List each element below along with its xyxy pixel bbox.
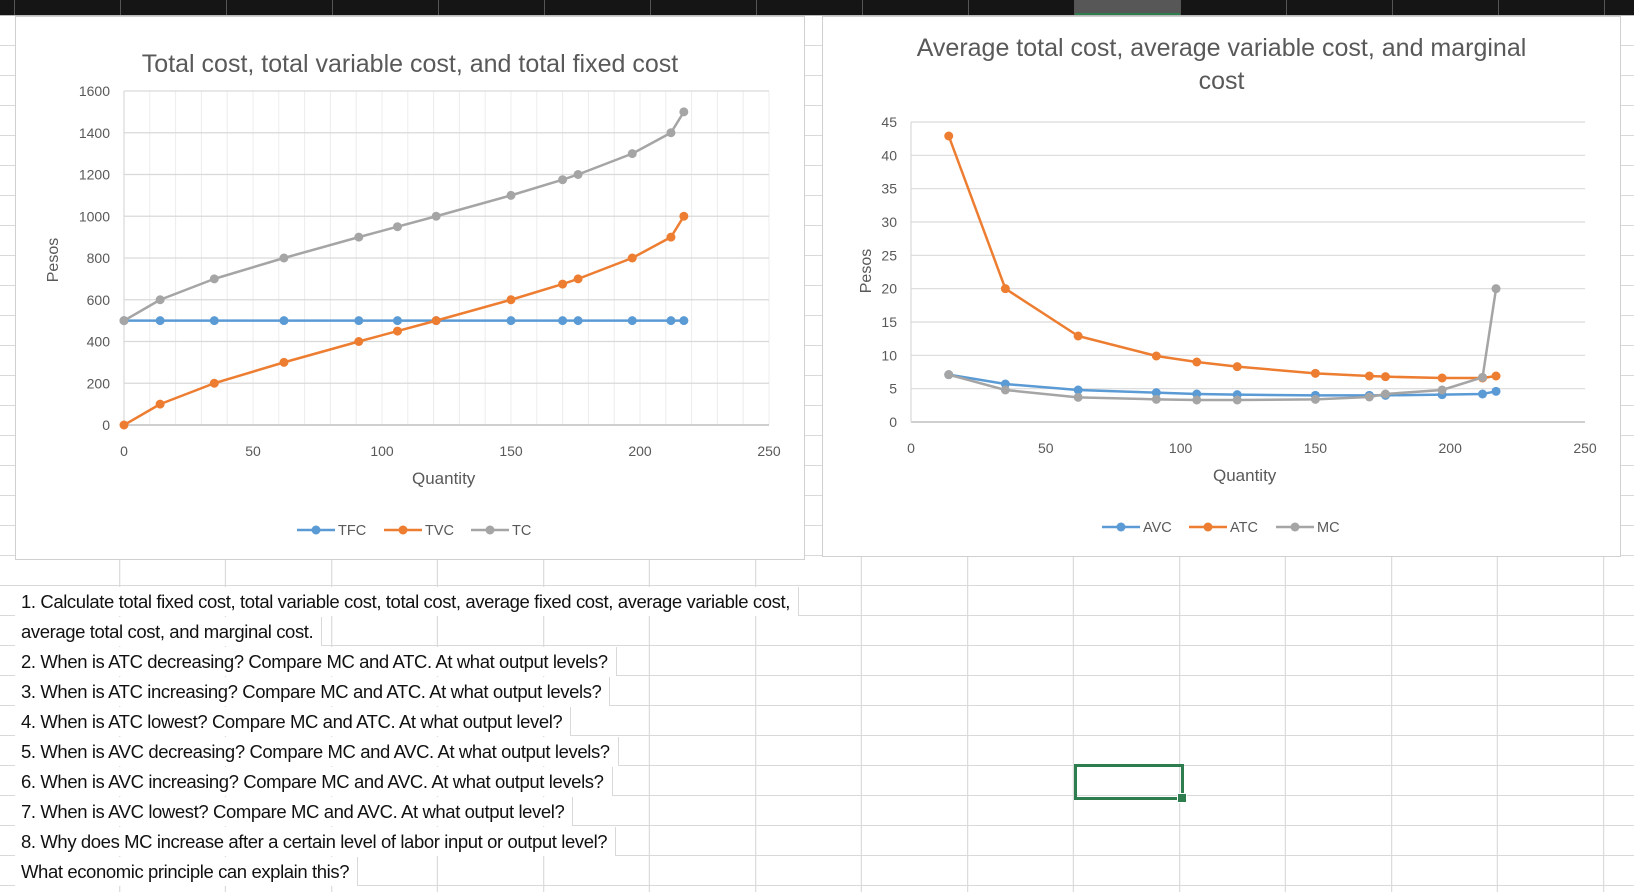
chart-total-cost[interactable]: Total cost, total variable cost, and tot… xyxy=(15,16,805,560)
column-separator xyxy=(650,0,651,15)
question-line[interactable]: 4. When is ATC lowest? Compare MC and AT… xyxy=(15,707,572,736)
column-separator xyxy=(756,0,757,15)
column-separator xyxy=(1180,0,1181,15)
selected-column-header[interactable] xyxy=(1075,0,1181,15)
question-line[interactable]: 5. When is AVC decreasing? Compare MC an… xyxy=(15,737,619,766)
column-separator xyxy=(1604,0,1605,15)
column-separator xyxy=(1498,0,1499,15)
x-axis-label: Quantity xyxy=(1213,466,1277,485)
column-separator xyxy=(862,0,863,15)
question-line[interactable]: 3. When is ATC increasing? Compare MC an… xyxy=(15,677,611,706)
column-separator xyxy=(1286,0,1287,15)
column-separator xyxy=(120,0,121,15)
column-separator xyxy=(968,0,969,15)
question-line[interactable]: average total cost, and marginal cost. xyxy=(15,617,323,646)
column-separator xyxy=(1392,0,1393,15)
column-separator xyxy=(226,0,227,15)
chart-title: Total cost, total variable cost, and tot… xyxy=(141,50,679,78)
column-header-bar xyxy=(0,0,1634,16)
column-separator xyxy=(1074,0,1075,15)
column-separator xyxy=(14,0,15,15)
question-line[interactable]: 1. Calculate total fixed cost, total var… xyxy=(15,587,799,616)
chart-title-line-1: Average total cost, average variable cos… xyxy=(916,34,1527,62)
question-line[interactable]: 7. When is AVC lowest? Compare MC and AV… xyxy=(15,797,574,826)
question-line[interactable]: 2. When is ATC decreasing? Compare MC an… xyxy=(15,647,617,676)
column-separator xyxy=(544,0,545,15)
question-line[interactable]: 6. When is AVC increasing? Compare MC an… xyxy=(15,767,613,796)
question-line[interactable]: 8. Why does MC increase after a certain … xyxy=(15,827,617,856)
column-separator xyxy=(332,0,333,15)
column-separator xyxy=(438,0,439,15)
y-axis-label: Pesos xyxy=(858,248,876,294)
chart-title-line-2: cost xyxy=(1198,67,1245,95)
y-axis-label: Pesos xyxy=(45,237,63,283)
question-line[interactable]: What economic principle can explain this… xyxy=(15,857,359,886)
fill-handle[interactable] xyxy=(1177,793,1187,803)
x-axis-label: Quantity xyxy=(412,469,476,488)
chart-average-cost[interactable]: Average total cost, average variable cos… xyxy=(822,16,1621,557)
selected-cell[interactable] xyxy=(1074,764,1187,803)
